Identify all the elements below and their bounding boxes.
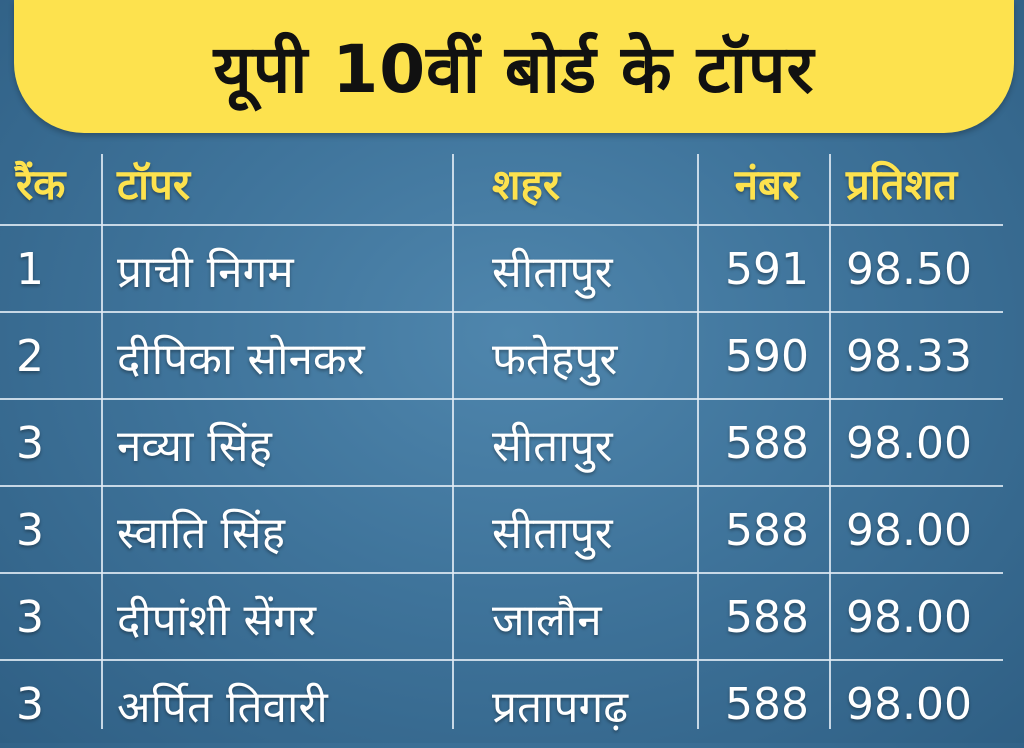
city-cell: फतेहपुर [492, 333, 618, 385]
percent-cell: 98.00 [846, 679, 972, 730]
row-divider [0, 398, 1003, 400]
table-header-row: रैंक टॉपर शहर नंबर प्रतिशत [0, 140, 1024, 226]
marks-cell: 588 [725, 505, 809, 556]
marks-cell: 588 [725, 418, 809, 469]
rank-cell: 3 [16, 592, 44, 643]
marks-cell: 588 [725, 592, 809, 643]
table-row: 2 दीपिका सोनकर फतेहपुर 590 98.33 [0, 313, 1024, 400]
header-city: शहर [492, 159, 561, 209]
city-cell: सीतापुर [492, 246, 613, 298]
city-cell: जालौन [492, 594, 602, 646]
percent-cell: 98.00 [846, 418, 972, 469]
marks-cell: 591 [725, 244, 809, 295]
percent-cell: 98.00 [846, 505, 972, 556]
row-divider [0, 572, 1003, 574]
header-rank: रैंक [16, 159, 66, 209]
city-cell: प्रतापगढ़ [492, 681, 629, 733]
name-cell: नव्या सिंह [117, 420, 272, 472]
column-divider [101, 154, 103, 729]
row-divider [0, 311, 1003, 313]
rank-cell: 1 [16, 244, 44, 295]
page-title: यूपी 10वीं बोर्ड के टॉपर [213, 30, 815, 108]
table-row: 3 नव्या सिंह सीतापुर 588 98.00 [0, 400, 1024, 487]
row-divider [0, 224, 1003, 226]
row-divider [0, 659, 1003, 661]
percent-cell: 98.50 [846, 244, 972, 295]
name-cell: स्वाति सिंह [117, 507, 285, 559]
rank-cell: 2 [16, 331, 44, 382]
name-cell: दीपिका सोनकर [117, 333, 365, 385]
row-divider [0, 485, 1003, 487]
header-marks: नंबर [734, 159, 800, 209]
table-row: 3 दीपांशी सेंगर जालौन 588 98.00 [0, 574, 1024, 661]
column-divider [452, 154, 454, 729]
table-row: 1 प्राची निगम सीतापुर 591 98.50 [0, 226, 1024, 313]
marks-cell: 590 [725, 331, 809, 382]
rank-cell: 3 [16, 505, 44, 556]
title-banner: यूपी 10वीं बोर्ड के टॉपर [14, 0, 1014, 133]
table-row: 3 अर्पित तिवारी प्रतापगढ़ 588 98.00 [0, 661, 1024, 748]
city-cell: सीतापुर [492, 420, 613, 472]
header-percent: प्रतिशत [846, 159, 958, 209]
table-row: 3 स्वाति सिंह सीतापुर 588 98.00 [0, 487, 1024, 574]
rank-cell: 3 [16, 679, 44, 730]
name-cell: प्राची निगम [117, 246, 294, 298]
city-cell: सीतापुर [492, 507, 613, 559]
name-cell: दीपांशी सेंगर [117, 594, 316, 646]
rank-cell: 3 [16, 418, 44, 469]
name-cell: अर्पित तिवारी [117, 681, 328, 733]
marks-cell: 588 [725, 679, 809, 730]
column-divider [697, 154, 699, 729]
column-divider [829, 154, 831, 729]
header-topper: टॉपर [117, 159, 191, 209]
percent-cell: 98.33 [846, 331, 972, 382]
percent-cell: 98.00 [846, 592, 972, 643]
toppers-table: रैंक टॉपर शहर नंबर प्रतिशत 1 प्राची निगम… [0, 140, 1024, 743]
